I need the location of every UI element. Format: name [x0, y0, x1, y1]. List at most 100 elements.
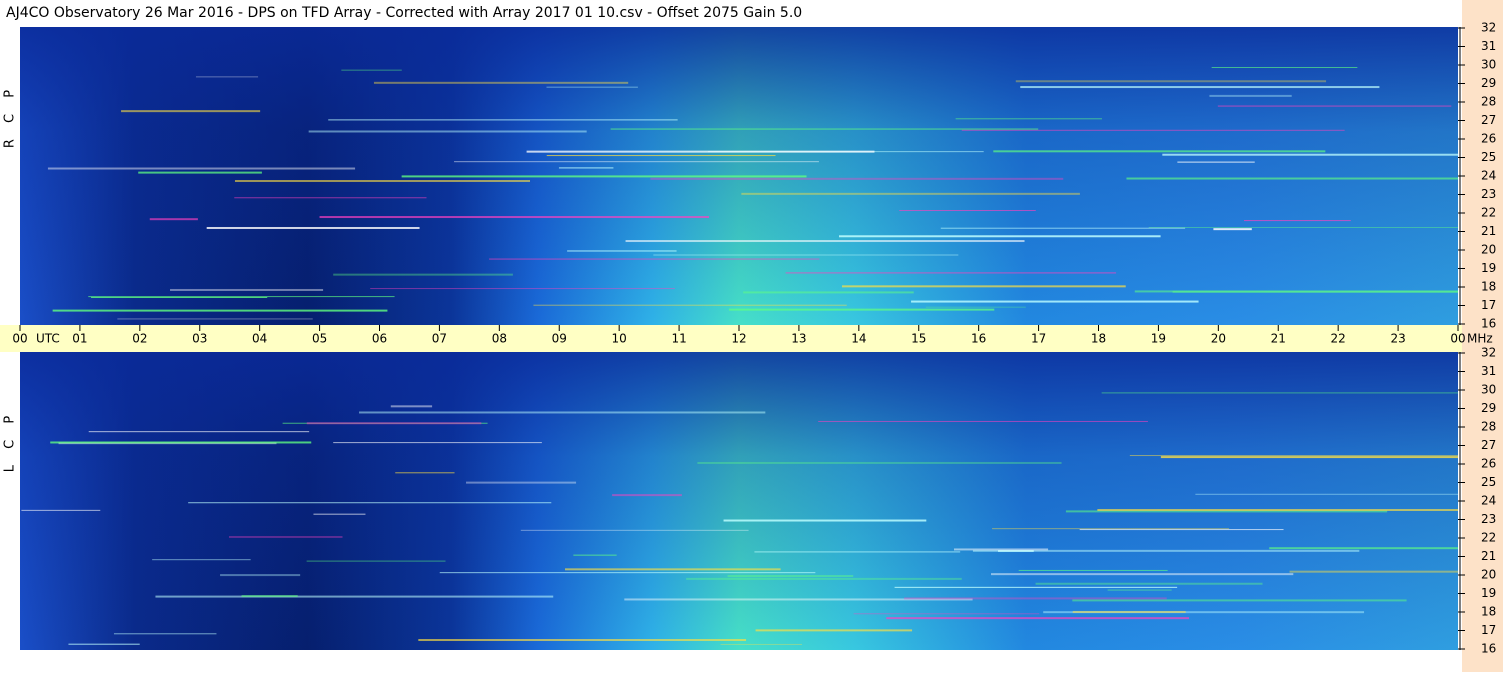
streak — [723, 519, 927, 522]
streak — [955, 118, 1102, 120]
streak — [886, 617, 1190, 620]
streak — [953, 548, 1049, 551]
streak — [520, 529, 749, 531]
streak — [686, 577, 962, 580]
streak — [625, 240, 1025, 243]
streak — [990, 573, 1294, 576]
streak — [1289, 570, 1458, 573]
streak — [818, 420, 1148, 422]
x-tick-label: 02 — [132, 332, 147, 346]
y-tick-label: 27 — [1481, 438, 1496, 452]
y-tick-label: 20 — [1481, 243, 1496, 257]
streak — [313, 513, 366, 515]
x-tick-label: 14 — [851, 332, 866, 346]
streak — [21, 509, 101, 511]
spectrogram-shade — [20, 352, 1458, 650]
panel-label: L C P — [3, 410, 18, 472]
streak — [1211, 67, 1358, 69]
streak — [729, 308, 995, 311]
y-tick-label: 16 — [1481, 642, 1496, 656]
y-tick-label: 28 — [1481, 420, 1496, 434]
y-tick-label: 26 — [1481, 132, 1496, 146]
streak — [1209, 94, 1292, 97]
streak — [624, 598, 973, 601]
y-tick-label: 17 — [1481, 298, 1496, 312]
streak — [925, 306, 1026, 308]
streak — [333, 273, 513, 276]
x-tick-label: 12 — [731, 332, 746, 346]
streak — [234, 180, 531, 183]
streak — [1148, 226, 1458, 228]
streak — [998, 550, 1034, 553]
streak — [1162, 153, 1458, 156]
streak — [961, 129, 1345, 131]
streak — [741, 192, 1080, 195]
y-tick-label: 31 — [1481, 364, 1496, 378]
x-tick-label: 13 — [791, 332, 806, 346]
x-tick-label: 18 — [1091, 332, 1106, 346]
streak — [992, 528, 1230, 530]
streak — [113, 633, 217, 635]
x-tick-label: 22 — [1331, 332, 1346, 346]
streak — [785, 272, 1117, 274]
streak — [121, 110, 261, 113]
streak — [1018, 569, 1168, 571]
streak — [1126, 177, 1458, 180]
x-tick-label: 03 — [192, 332, 207, 346]
streak — [1015, 80, 1327, 83]
streak — [720, 643, 802, 645]
streak — [1072, 599, 1407, 602]
x-tick-label: 04 — [252, 332, 267, 346]
streak — [170, 288, 324, 291]
y-tick-label: 25 — [1481, 475, 1496, 489]
y-tick-label: 18 — [1481, 280, 1496, 294]
x-tick-label: 16 — [971, 332, 986, 346]
streak — [533, 304, 847, 306]
y-tick-label: 23 — [1481, 512, 1496, 526]
streak — [1243, 220, 1351, 222]
panel-label: R C P — [3, 84, 18, 148]
x-tick-label: 15 — [911, 332, 926, 346]
streak — [1065, 510, 1388, 513]
streak — [418, 639, 747, 642]
streak — [401, 175, 807, 178]
streak — [206, 226, 420, 229]
streak — [1072, 610, 1186, 613]
streak — [370, 288, 675, 290]
streak — [573, 554, 617, 556]
streak — [1035, 582, 1263, 585]
x-tick-label: 06 — [372, 332, 387, 346]
y-tick-label: 21 — [1481, 549, 1496, 563]
streak — [567, 250, 677, 252]
y-tick-label: 18 — [1481, 605, 1496, 619]
y-tick-label: 26 — [1481, 457, 1496, 471]
streak — [743, 291, 914, 294]
x-tick-label: 10 — [612, 332, 627, 346]
streak — [972, 549, 1360, 552]
y-tick-label: 31 — [1481, 39, 1496, 53]
streak — [88, 431, 310, 433]
streak — [306, 422, 482, 425]
streak — [894, 586, 1178, 588]
streak — [52, 309, 388, 312]
streak — [1213, 228, 1252, 231]
x-tick-label: 08 — [492, 332, 507, 346]
streak — [911, 300, 1199, 303]
streak — [1269, 547, 1458, 550]
title: AJ4CO Observatory 26 Mar 2016 - DPS on T… — [6, 5, 802, 21]
streak — [899, 210, 1036, 212]
y-tick-label: 19 — [1481, 586, 1496, 600]
streak — [234, 197, 427, 199]
streak — [940, 227, 1186, 229]
streak — [308, 130, 587, 133]
y-tick-label: 17 — [1481, 623, 1496, 637]
streak — [359, 411, 766, 414]
streak — [546, 155, 776, 157]
streak — [838, 235, 1161, 238]
title-bar — [0, 0, 1503, 27]
y-tick-label: 28 — [1481, 95, 1496, 109]
streak — [564, 568, 781, 571]
streak — [229, 536, 343, 538]
streak — [1107, 589, 1172, 591]
